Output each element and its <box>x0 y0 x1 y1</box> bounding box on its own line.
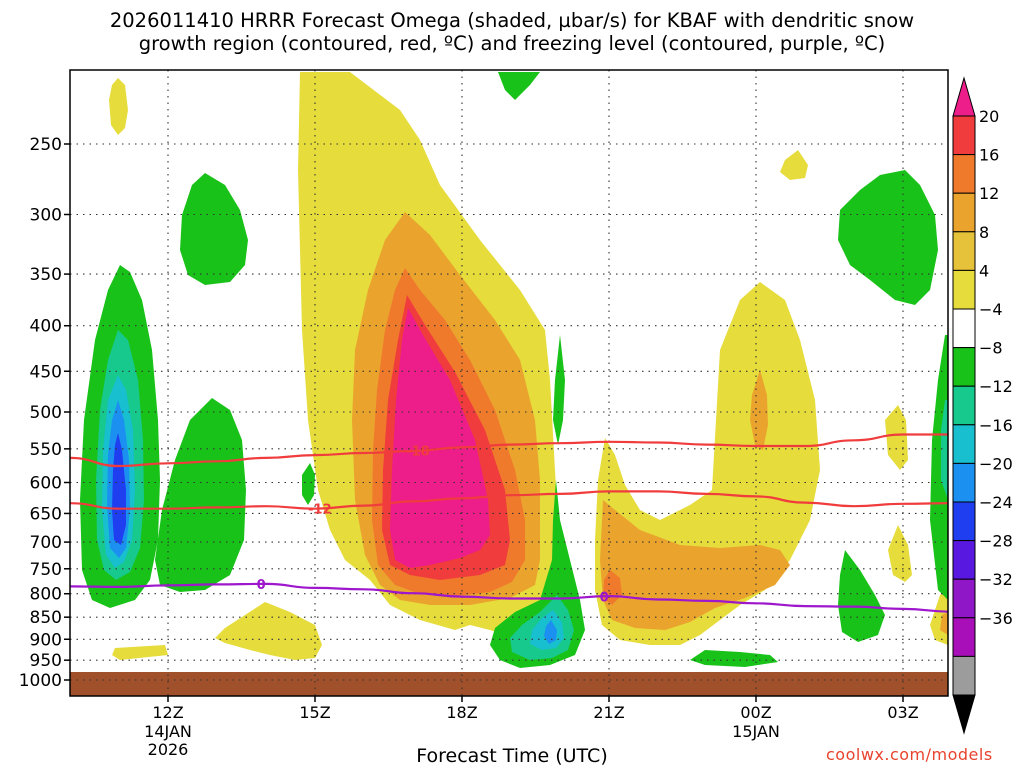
y-tick-label: 500 <box>30 403 62 423</box>
site-credit: coolwx.com/models <box>826 745 993 764</box>
contour-line <box>70 582 948 613</box>
omega-region-ascent-4 <box>215 602 322 660</box>
omega-region-descent-4 <box>838 550 885 642</box>
y-tick-label: 900 <box>30 630 62 650</box>
colorbar-cell <box>952 424 976 464</box>
x-tick-label: 00Z <box>740 703 771 722</box>
omega-region-ascent-4 <box>109 78 128 135</box>
colorbar-cell <box>952 578 976 619</box>
x-tick-sublabel: 15JAN <box>732 722 780 741</box>
colorbar-label: −16 <box>979 416 1013 435</box>
ground-surface <box>70 672 948 696</box>
contour-label: -12 <box>308 502 332 517</box>
omega-region-ascent-4 <box>885 405 908 470</box>
omega-region-ascent-4 <box>112 645 168 660</box>
omega-region-descent-4 <box>498 72 540 100</box>
y-tick-label: 600 <box>30 473 62 493</box>
plot-frame <box>69 69 949 697</box>
omega-region-descent-4 <box>180 173 248 285</box>
contour-label: 0 <box>600 590 609 605</box>
colorbar-cell <box>952 115 976 156</box>
omega-region-ascent-20 <box>390 308 490 568</box>
x-tick-label: 12Z <box>152 703 183 722</box>
x-tick-sublabel: 14JAN <box>144 722 192 741</box>
colorbar-cell <box>952 462 976 503</box>
colorbar-cell <box>952 192 976 233</box>
y-tick-label: 300 <box>30 205 62 225</box>
colorbar-label: −20 <box>979 454 1013 473</box>
colorbar-cell <box>952 501 976 542</box>
colorbar-cell <box>952 655 976 696</box>
omega-region-ascent-8 <box>750 370 768 450</box>
y-tick-label: 650 <box>30 504 62 524</box>
omega-region-descent-16 <box>544 620 557 644</box>
colorbar-cell <box>952 694 976 735</box>
colorbar-cell <box>952 308 976 349</box>
contours: -18 -12 0 0 <box>70 433 948 613</box>
colorbar-label: −36 <box>979 609 1013 628</box>
omega-region-descent-4 <box>155 398 246 592</box>
omega-region-descent-4 <box>930 335 948 600</box>
colorbar-cell <box>952 385 976 426</box>
y-tick-label: 250 <box>30 135 62 155</box>
chart-title-line-2: growth region (contoured, red, ºC) and f… <box>138 32 886 55</box>
omega-region-descent-4 <box>838 170 938 305</box>
y-tick-label: 800 <box>30 585 62 605</box>
omega-region-descent-4 <box>553 335 565 445</box>
x-tick-label: 03Z <box>887 703 918 722</box>
colorbar-label: 4 <box>979 261 989 280</box>
y-tick-label: 700 <box>30 533 62 553</box>
contour-line <box>70 433 948 468</box>
colorbar-cell <box>952 540 976 580</box>
contour-line <box>70 490 948 510</box>
x-tick-label: 21Z <box>593 703 624 722</box>
contour-label: -18 <box>406 445 430 460</box>
colorbar-cell <box>952 154 976 194</box>
x-tick-label: 15Z <box>299 703 330 722</box>
omega-region-ascent-4 <box>888 525 912 582</box>
colorbar-label: −28 <box>979 532 1013 551</box>
y-tick-label: 450 <box>30 362 62 382</box>
colorbar-label: −4 <box>979 300 1003 319</box>
colorbar-cell <box>952 76 976 117</box>
omega-region-descent-4 <box>302 463 315 505</box>
colorbar-cell <box>952 617 976 657</box>
colorbar-label: 8 <box>979 223 989 242</box>
colorbar-label: 20 <box>979 107 999 126</box>
chart-title-line-1: 2026011410 HRRR Forecast Omega (shaded, … <box>109 9 915 32</box>
omega-region-ascent-8 <box>600 500 790 630</box>
colorbar-label: −32 <box>979 570 1013 589</box>
colorbar-cell <box>952 347 976 387</box>
x-axis-label: Forecast Time (UTC) <box>416 745 608 767</box>
colorbar-label: 16 <box>979 146 999 165</box>
x-tick-label: 18Z <box>446 703 477 722</box>
colorbar-cell <box>952 269 976 310</box>
omega-region-ascent-8 <box>940 612 948 635</box>
y-tick-label: 1000 <box>19 671 62 691</box>
y-tick-label: 350 <box>30 265 62 285</box>
y-tick-label: 550 <box>30 440 62 460</box>
colorbar-label: −24 <box>979 493 1013 512</box>
colorbar-label: −12 <box>979 377 1013 396</box>
omega-region-ascent-4 <box>780 150 808 180</box>
y-axis: 2503003504004505005506006507007508008509… <box>19 135 70 691</box>
colorbar-label: −8 <box>979 339 1003 358</box>
omega-region-descent-20 <box>112 433 126 545</box>
grid <box>70 70 948 696</box>
colorbar-label: 12 <box>979 184 999 203</box>
y-tick-label: 850 <box>30 608 62 628</box>
contour-label: 0 <box>257 578 266 593</box>
y-tick-label: 750 <box>30 560 62 580</box>
colorbar: 20 16 12 8 4 −4 −8 −12 −16 −20 −24 −28 −32 −36 <box>952 76 1013 735</box>
omega-shading <box>70 72 948 696</box>
colorbar-cell <box>952 231 976 271</box>
x-tick-sublabel: 2026 <box>148 740 189 759</box>
y-tick-label: 950 <box>30 651 62 671</box>
omega-region-descent-8 <box>941 400 948 500</box>
y-tick-label: 400 <box>30 317 62 337</box>
